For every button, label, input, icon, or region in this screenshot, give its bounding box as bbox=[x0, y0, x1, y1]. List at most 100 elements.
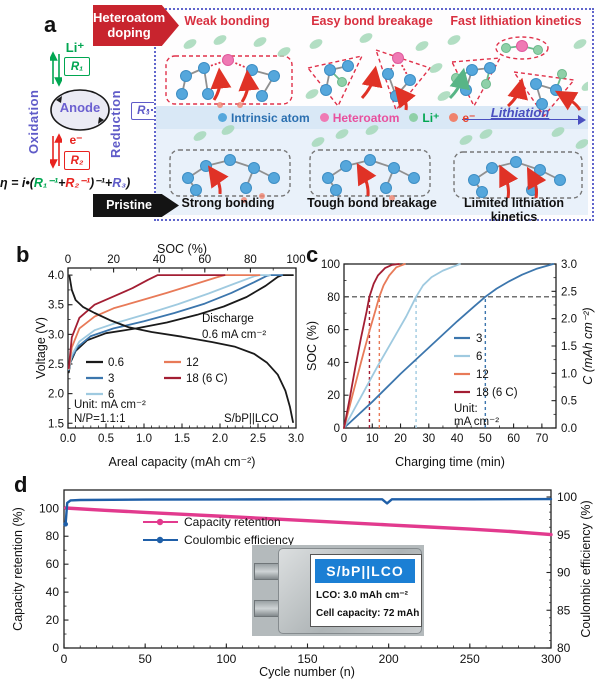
svg-text:80: 80 bbox=[244, 254, 257, 266]
svg-text:N/P=1.1:1: N/P=1.1:1 bbox=[74, 413, 125, 425]
svg-text:20: 20 bbox=[46, 613, 60, 627]
atom-legend-item: Li⁺ bbox=[409, 111, 439, 125]
svg-text:70: 70 bbox=[535, 433, 548, 445]
svg-text:60: 60 bbox=[327, 325, 340, 337]
atom-legend-label: Intrinsic atom bbox=[231, 110, 310, 125]
banner-doped-line2: doping bbox=[107, 24, 151, 40]
svg-text:30: 30 bbox=[422, 433, 435, 445]
banner-pristine-label: Pristine bbox=[106, 197, 152, 212]
svg-text:0.5: 0.5 bbox=[98, 433, 114, 445]
chart-b-xlabel: Areal capacity (mAh cm⁻²) bbox=[109, 455, 256, 469]
svg-text:mA cm⁻²: mA cm⁻² bbox=[454, 416, 499, 428]
svg-text:0: 0 bbox=[61, 652, 68, 666]
svg-text:6: 6 bbox=[476, 351, 482, 363]
eq-r1: R₁⁻¹ bbox=[33, 176, 59, 190]
svg-text:Discharge: Discharge bbox=[202, 313, 254, 325]
svg-text:0: 0 bbox=[334, 423, 340, 435]
atom-legend-item: Heteroatom bbox=[319, 110, 400, 125]
svg-text:Capacity retention: Capacity retention bbox=[184, 515, 281, 529]
svg-text:40: 40 bbox=[451, 433, 464, 445]
svg-text:1.0: 1.0 bbox=[561, 368, 577, 380]
svg-text:95: 95 bbox=[557, 528, 571, 542]
svg-text:90: 90 bbox=[557, 566, 571, 580]
overpotential-equation: η = i•(R₁⁻¹+R₂⁻¹)⁻¹+R₃) bbox=[0, 175, 168, 190]
molecule-illustrations bbox=[165, 33, 588, 203]
svg-text:1.5: 1.5 bbox=[561, 341, 577, 353]
svg-text:12: 12 bbox=[476, 369, 489, 381]
svg-text:18 (6 C): 18 (6 C) bbox=[186, 373, 228, 385]
chart-b-top-axis-label: SOC (%) bbox=[157, 242, 207, 256]
heading-easy-bond-breakage: Easy bond breakage bbox=[311, 14, 433, 28]
mechanism-box: Weak bonding Easy bond breakage Fast lit… bbox=[154, 8, 594, 224]
svg-text:150: 150 bbox=[297, 652, 317, 666]
voltage-capacity-chart: SOC (%) Areal capacity (mAh cm⁻²) Voltag… bbox=[34, 242, 306, 469]
atom-legend-label: e⁻ bbox=[462, 110, 476, 125]
svg-text:80: 80 bbox=[46, 529, 60, 543]
atom-legend-dot-icon bbox=[449, 113, 459, 122]
chart-c-ylabel: SOC (%) bbox=[305, 321, 319, 371]
svg-text:0.0: 0.0 bbox=[561, 423, 577, 435]
oxidation-label: Oxidation bbox=[26, 89, 41, 154]
svg-text:100: 100 bbox=[39, 501, 59, 515]
svg-text:3.0: 3.0 bbox=[48, 329, 64, 341]
pouch-cell-photo: S/bP||LCO LCO: 3.0 mAh cm⁻² Cell capacit… bbox=[252, 545, 424, 636]
panel-d-label: d bbox=[14, 472, 28, 497]
lithiation-arrow: Lithiation bbox=[462, 105, 588, 128]
svg-text:20: 20 bbox=[394, 433, 407, 445]
chart-c-y2label: C (mAh cm⁻²) bbox=[581, 307, 595, 384]
atom-legend: Intrinsic atom Heteroatom Li⁺ e⁻ bbox=[218, 107, 475, 128]
atom-legend-dot-icon bbox=[218, 113, 227, 122]
pouch-label: S/bP||LCO LCO: 3.0 mAh cm⁻² Cell capacit… bbox=[310, 554, 422, 627]
pouch-label-title: S/bP||LCO bbox=[315, 559, 415, 583]
svg-text:3: 3 bbox=[108, 373, 114, 385]
svg-text:0.6 mA cm⁻²: 0.6 mA cm⁻² bbox=[202, 329, 266, 341]
svg-text:3.5: 3.5 bbox=[48, 300, 64, 312]
heading-weak-bonding: Weak bonding bbox=[184, 14, 270, 28]
pristine-banner: Pristine bbox=[93, 194, 179, 217]
lithiation-arrowhead-icon bbox=[578, 115, 586, 125]
heading-fast-lithiation: Fast lithiation kinetics bbox=[450, 14, 582, 28]
eq-part4: ) bbox=[126, 176, 131, 190]
svg-text:100: 100 bbox=[321, 259, 340, 271]
svg-text:0.0: 0.0 bbox=[60, 433, 76, 445]
atom-legend-item: Intrinsic atom bbox=[218, 111, 310, 125]
r3-box: R₃ bbox=[131, 102, 156, 120]
svg-text:Unit:: Unit: bbox=[454, 403, 478, 415]
svg-text:1.5: 1.5 bbox=[48, 418, 64, 430]
lithiation-line bbox=[462, 119, 580, 120]
svg-text:3.0: 3.0 bbox=[288, 433, 304, 445]
electron-flow-arrows-icon bbox=[50, 133, 62, 169]
svg-text:60: 60 bbox=[507, 433, 520, 445]
svg-text:2.5: 2.5 bbox=[250, 433, 266, 445]
svg-text:0: 0 bbox=[65, 254, 71, 266]
svg-text:18 (6 C): 18 (6 C) bbox=[476, 387, 518, 399]
li-flow-arrows-icon bbox=[50, 51, 62, 87]
svg-text:250: 250 bbox=[460, 652, 480, 666]
svg-text:3.0: 3.0 bbox=[561, 259, 577, 271]
svg-text:2.0: 2.0 bbox=[212, 433, 228, 445]
eq-r2: R₂⁻¹ bbox=[65, 176, 90, 190]
pouch-label-line1: LCO: 3.0 mAh cm⁻² bbox=[316, 590, 408, 601]
li-ion-label: Li⁺ bbox=[65, 40, 85, 55]
svg-text:Unit: mA cm⁻²: Unit: mA cm⁻² bbox=[74, 399, 146, 411]
svg-text:2.0: 2.0 bbox=[561, 314, 577, 326]
banner-doped-line1: Heteroatom bbox=[93, 10, 166, 26]
chart-d-y2label: Coulombic efficiency (%) bbox=[579, 500, 593, 637]
svg-text:60: 60 bbox=[46, 557, 60, 571]
svg-text:3: 3 bbox=[476, 333, 482, 345]
svg-text:2.0: 2.0 bbox=[48, 389, 64, 401]
svg-text:Coulombic efficiency: Coulombic efficiency bbox=[184, 533, 294, 547]
eq-part1: η = i•( bbox=[0, 176, 34, 190]
panel-b-label: b bbox=[16, 242, 30, 267]
atom-legend-label: Heteroatom bbox=[332, 110, 400, 125]
svg-text:1.5: 1.5 bbox=[174, 433, 190, 445]
atom-legend-dot-icon bbox=[409, 113, 419, 122]
anode-cycle-icon bbox=[50, 89, 110, 131]
svg-text:50: 50 bbox=[479, 433, 492, 445]
svg-text:100: 100 bbox=[216, 652, 236, 666]
electron-label: e⁻ bbox=[69, 133, 83, 147]
heading-tough-bond-breakage: Tough bond breakage bbox=[307, 196, 437, 210]
svg-text:85: 85 bbox=[557, 603, 571, 617]
cycling-stability-chart: Cycle number (n) Capacity retention (%) … bbox=[11, 489, 593, 679]
atom-legend-item: e⁻ bbox=[449, 111, 475, 125]
